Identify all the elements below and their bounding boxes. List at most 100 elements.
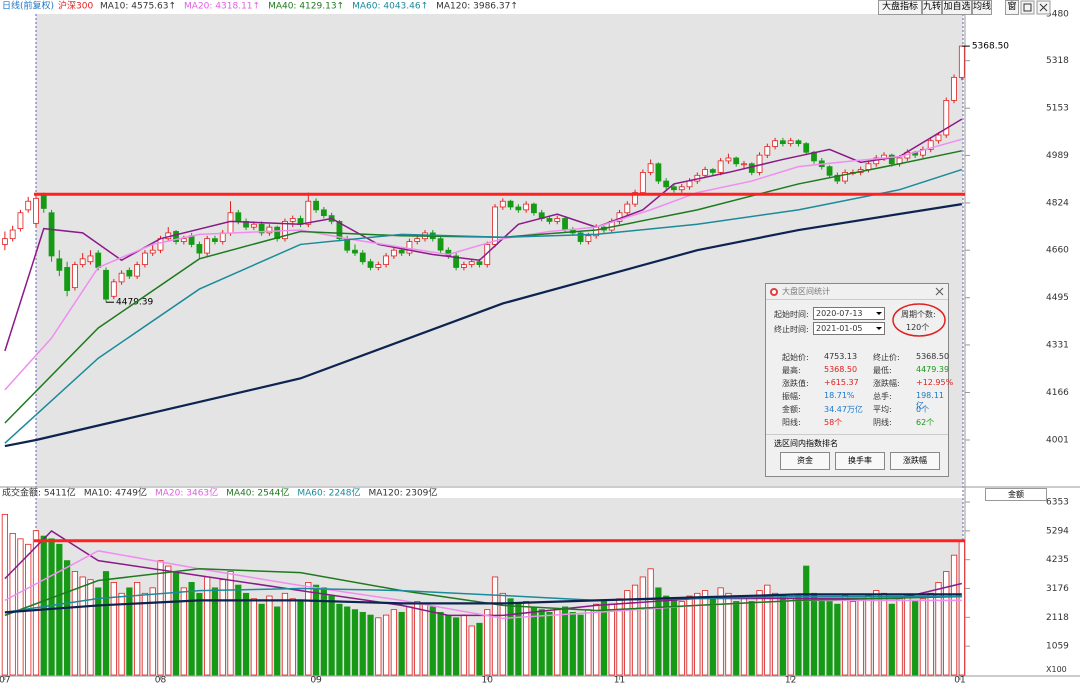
candle-body [40, 195, 47, 209]
toolbar-button[interactable]: 大盘指标 [878, 0, 922, 15]
volume-bar [476, 622, 483, 676]
volume-bar [204, 576, 211, 676]
volume-bar [149, 587, 156, 676]
volume-bar [110, 582, 117, 676]
stat-value: 58个 [824, 418, 843, 427]
annotation-label: 5368.50 [972, 42, 1009, 52]
legend-entry: 成交金额: 5411亿 [2, 487, 76, 499]
dialog-icon [770, 288, 778, 296]
candle-body [507, 200, 514, 208]
stat-label: 平均: [873, 405, 892, 414]
toolbar-button[interactable]: 均线 [972, 0, 992, 15]
volume-bar [842, 595, 849, 676]
candle-body [733, 157, 740, 165]
volume-bar [499, 592, 506, 676]
candle-body [671, 186, 677, 191]
candle-body [554, 218, 561, 222]
volume-bar [538, 609, 545, 676]
candle-body [678, 186, 685, 191]
volume-bar [289, 598, 296, 676]
candle-body [725, 157, 732, 162]
y-tick-label: 6353 [1046, 498, 1069, 508]
volume-bar [670, 598, 678, 676]
candle-body [9, 229, 16, 240]
y-tick-label: 4001 [1046, 436, 1069, 446]
legend-entry: MA40: 4129.13↑ [268, 2, 344, 12]
stat-value: +615.37 [824, 378, 859, 387]
dialog-title: 大盘区间统计 [766, 284, 948, 300]
restore-button[interactable] [1020, 0, 1035, 15]
volume-bar [733, 601, 740, 676]
volume-bar [873, 590, 880, 676]
volume-selector[interactable]: 金额 [985, 488, 1047, 501]
toolbar-button[interactable]: 窗 [1005, 0, 1019, 15]
volume-bar [414, 601, 421, 676]
candle-body [1, 238, 8, 245]
x-tick-label: 08 [155, 676, 167, 684]
candle-body [118, 272, 125, 283]
stat-value: 18.71% [824, 391, 855, 400]
volume-bar [561, 606, 569, 676]
volume-bar [725, 592, 732, 676]
volume-bar [165, 565, 172, 676]
volume-bar [787, 598, 794, 676]
rank-button[interactable]: 换手率 [835, 452, 885, 470]
candle-body [935, 134, 942, 142]
volume-bar [546, 611, 553, 676]
volume-bar [818, 598, 825, 676]
candle-body [639, 172, 646, 193]
candle-body [834, 174, 841, 182]
candle-body [927, 140, 934, 150]
volume-bar [134, 582, 141, 676]
stat-value: 4753.13 [824, 352, 858, 361]
candle-body [126, 269, 133, 277]
candle-body [274, 226, 281, 240]
volume-bar [826, 601, 833, 676]
stat-value: 198.11亿 [916, 391, 944, 410]
volume-bar [608, 603, 615, 676]
field-label: 起始时间: [774, 310, 809, 319]
candle-body [17, 212, 24, 229]
candle-body [204, 238, 211, 254]
volume-bar [157, 560, 164, 676]
dialog-close[interactable] [935, 287, 944, 296]
y-tick-label: 5480 [1046, 10, 1069, 20]
volume-bar [849, 601, 857, 676]
candle-body [87, 255, 94, 263]
volume-bar [756, 590, 763, 676]
candle-body [95, 252, 102, 268]
volume-bar [367, 614, 374, 676]
candle-body [72, 264, 78, 289]
toolbar-button[interactable]: 加自选 [942, 0, 972, 15]
candle-body [842, 172, 849, 182]
ma-line [4, 587, 962, 614]
stat-label: 涨跌幅: [873, 379, 900, 388]
volume-bar [9, 532, 16, 676]
candle-body [492, 206, 498, 245]
legend-entry: MA10: 4749亿 [84, 487, 147, 499]
volume-bar [242, 592, 250, 676]
candle-body [585, 235, 592, 242]
volume-bar [554, 609, 561, 676]
start-date-select[interactable]: 2020-07-13 [813, 307, 885, 320]
rank-button[interactable]: 资金 [780, 452, 830, 470]
end-date-select[interactable]: 2021-01-05 [813, 322, 885, 335]
candle-body [460, 264, 467, 268]
volume-bar [56, 543, 63, 676]
stat-value: 5368.50 [916, 352, 950, 361]
stat-label: 起始价: [782, 353, 809, 362]
candle-body [779, 140, 786, 145]
candle-body [33, 197, 39, 224]
toolbar-button[interactable]: 九转 [922, 0, 942, 15]
y-tick-label: 4235 [1046, 555, 1069, 565]
rank-button[interactable]: 涨跌幅 [890, 452, 940, 470]
candle-body [173, 231, 179, 242]
stat-value: 62个 [916, 418, 935, 427]
volume-bar [694, 592, 701, 676]
candle-body [943, 100, 950, 136]
volume-bar [274, 606, 281, 676]
candle-body [795, 140, 802, 145]
volume-bar [585, 609, 592, 676]
candle-body [180, 238, 187, 242]
